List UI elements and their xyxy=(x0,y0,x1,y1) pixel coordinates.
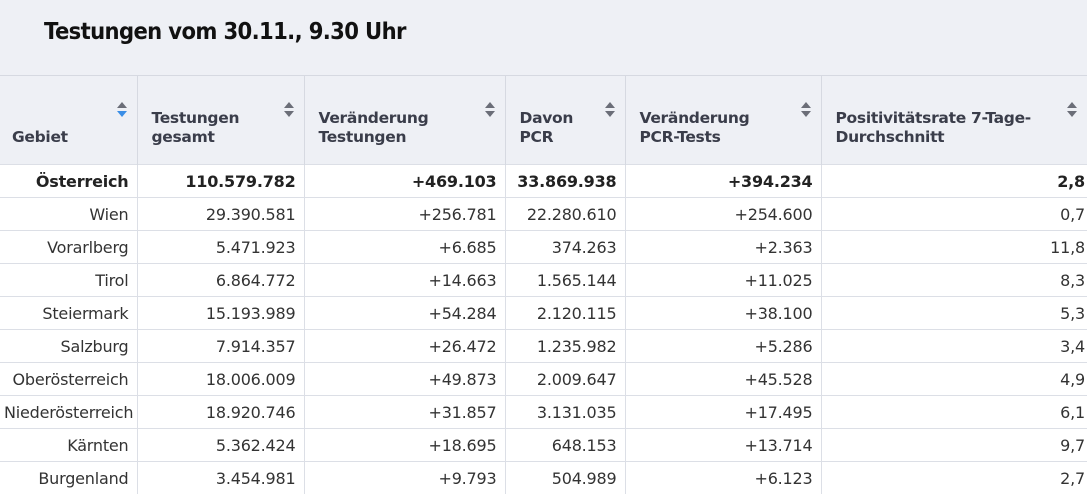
cell-region: Österreich xyxy=(0,165,137,198)
column-header-gebiet[interactable]: Gebiet xyxy=(0,76,137,165)
cell-pcr: 22.280.610 xyxy=(505,198,625,231)
cell-tests-total: 3.454.981 xyxy=(137,462,304,494)
data-table: Gebiet Testungen gesamt Veränderung Test… xyxy=(0,75,1087,494)
cell-region: Kärnten xyxy=(0,429,137,462)
cell-tests-total: 5.362.424 xyxy=(137,429,304,462)
title-bar: Testungen vom 30.11., 9.30 Uhr xyxy=(0,0,1087,75)
cell-pcr: 648.153 xyxy=(505,429,625,462)
cell-pcr-change: +11.025 xyxy=(625,264,821,297)
sort-icon[interactable] xyxy=(1067,102,1077,118)
cell-tests-change: +256.781 xyxy=(304,198,505,231)
cell-pcr-change: +38.100 xyxy=(625,297,821,330)
cell-pcr-change: +13.714 xyxy=(625,429,821,462)
table-row: Wien 29.390.581 +256.781 22.280.610 +254… xyxy=(0,198,1087,231)
cell-pcr: 374.263 xyxy=(505,231,625,264)
sort-icon[interactable] xyxy=(117,102,127,118)
cell-region: Burgenland xyxy=(0,462,137,494)
column-header-label: Veränderung Testungen xyxy=(319,109,475,147)
column-header-label: Davon PCR xyxy=(520,109,595,147)
cell-region: Salzburg xyxy=(0,330,137,363)
cell-tests-change: +49.873 xyxy=(304,363,505,396)
cell-positivity: 6,1 xyxy=(821,396,1087,429)
cell-tests-change: +469.103 xyxy=(304,165,505,198)
cell-region: Steiermark xyxy=(0,297,137,330)
table-row: Salzburg 7.914.357 +26.472 1.235.982 +5.… xyxy=(0,330,1087,363)
sort-icon[interactable] xyxy=(284,102,294,118)
cell-pcr: 504.989 xyxy=(505,462,625,494)
cell-pcr-change: +45.528 xyxy=(625,363,821,396)
cell-tests-total: 7.914.357 xyxy=(137,330,304,363)
cell-tests-total: 6.864.772 xyxy=(137,264,304,297)
column-header-positivitaetsrate[interactable]: Positivitätsrate 7-Tage-Durchschnitt xyxy=(821,76,1087,165)
table-row: Tirol 6.864.772 +14.663 1.565.144 +11.02… xyxy=(0,264,1087,297)
table-row: Burgenland 3.454.981 +9.793 504.989 +6.1… xyxy=(0,462,1087,494)
table-row: Oberösterreich 18.006.009 +49.873 2.009.… xyxy=(0,363,1087,396)
cell-positivity: 2,7 xyxy=(821,462,1087,494)
cell-tests-change: +18.695 xyxy=(304,429,505,462)
cell-region: Tirol xyxy=(0,264,137,297)
cell-region: Niederösterreich xyxy=(0,396,137,429)
table-row: Steiermark 15.193.989 +54.284 2.120.115 … xyxy=(0,297,1087,330)
cell-tests-total: 18.920.746 xyxy=(137,396,304,429)
table-row-total: Österreich 110.579.782 +469.103 33.869.9… xyxy=(0,165,1087,198)
cell-region: Wien xyxy=(0,198,137,231)
cell-pcr-change: +17.495 xyxy=(625,396,821,429)
column-header-veraenderung-pcr-tests[interactable]: Veränderung PCR-Tests xyxy=(625,76,821,165)
cell-pcr-change: +254.600 xyxy=(625,198,821,231)
header-row: Gebiet Testungen gesamt Veränderung Test… xyxy=(0,76,1087,165)
cell-region: Oberösterreich xyxy=(0,363,137,396)
cell-positivity: 5,3 xyxy=(821,297,1087,330)
cell-pcr: 33.869.938 xyxy=(505,165,625,198)
column-header-label: Gebiet xyxy=(12,128,107,147)
cell-pcr-change: +394.234 xyxy=(625,165,821,198)
cell-pcr: 3.131.035 xyxy=(505,396,625,429)
sort-icon[interactable] xyxy=(605,102,615,118)
column-header-veraenderung-testungen[interactable]: Veränderung Testungen xyxy=(304,76,505,165)
cell-pcr-change: +5.286 xyxy=(625,330,821,363)
cell-positivity: 11,8 xyxy=(821,231,1087,264)
cell-tests-change: +54.284 xyxy=(304,297,505,330)
cell-tests-total: 18.006.009 xyxy=(137,363,304,396)
cell-positivity: 4,9 xyxy=(821,363,1087,396)
cell-positivity: 2,8 xyxy=(821,165,1087,198)
cell-tests-change: +9.793 xyxy=(304,462,505,494)
sort-icon[interactable] xyxy=(801,102,811,118)
cell-pcr-change: +2.363 xyxy=(625,231,821,264)
cell-tests-change: +14.663 xyxy=(304,264,505,297)
cell-pcr: 1.565.144 xyxy=(505,264,625,297)
column-header-label: Veränderung PCR-Tests xyxy=(640,109,791,147)
cell-positivity: 3,4 xyxy=(821,330,1087,363)
cell-pcr: 2.120.115 xyxy=(505,297,625,330)
cell-tests-change: +26.472 xyxy=(304,330,505,363)
column-header-label: Positivitätsrate 7-Tage-Durchschnitt xyxy=(836,109,1058,147)
cell-pcr-change: +6.123 xyxy=(625,462,821,494)
cell-tests-total: 29.390.581 xyxy=(137,198,304,231)
cell-tests-total: 110.579.782 xyxy=(137,165,304,198)
cell-positivity: 0,7 xyxy=(821,198,1087,231)
table-row: Niederösterreich 18.920.746 +31.857 3.13… xyxy=(0,396,1087,429)
sort-icon[interactable] xyxy=(485,102,495,118)
page-title: Testungen vom 30.11., 9.30 Uhr xyxy=(44,17,406,47)
column-header-davon-pcr[interactable]: Davon PCR xyxy=(505,76,625,165)
column-header-testungen-gesamt[interactable]: Testungen gesamt xyxy=(137,76,304,165)
cell-tests-total: 15.193.989 xyxy=(137,297,304,330)
cell-pcr: 2.009.647 xyxy=(505,363,625,396)
cell-tests-total: 5.471.923 xyxy=(137,231,304,264)
cell-region: Vorarlberg xyxy=(0,231,137,264)
column-header-label: Testungen gesamt xyxy=(152,109,274,147)
cell-tests-change: +31.857 xyxy=(304,396,505,429)
table-row: Kärnten 5.362.424 +18.695 648.153 +13.71… xyxy=(0,429,1087,462)
cell-positivity: 8,3 xyxy=(821,264,1087,297)
cell-pcr: 1.235.982 xyxy=(505,330,625,363)
cell-positivity: 9,7 xyxy=(821,429,1087,462)
cell-tests-change: +6.685 xyxy=(304,231,505,264)
table-row: Vorarlberg 5.471.923 +6.685 374.263 +2.3… xyxy=(0,231,1087,264)
